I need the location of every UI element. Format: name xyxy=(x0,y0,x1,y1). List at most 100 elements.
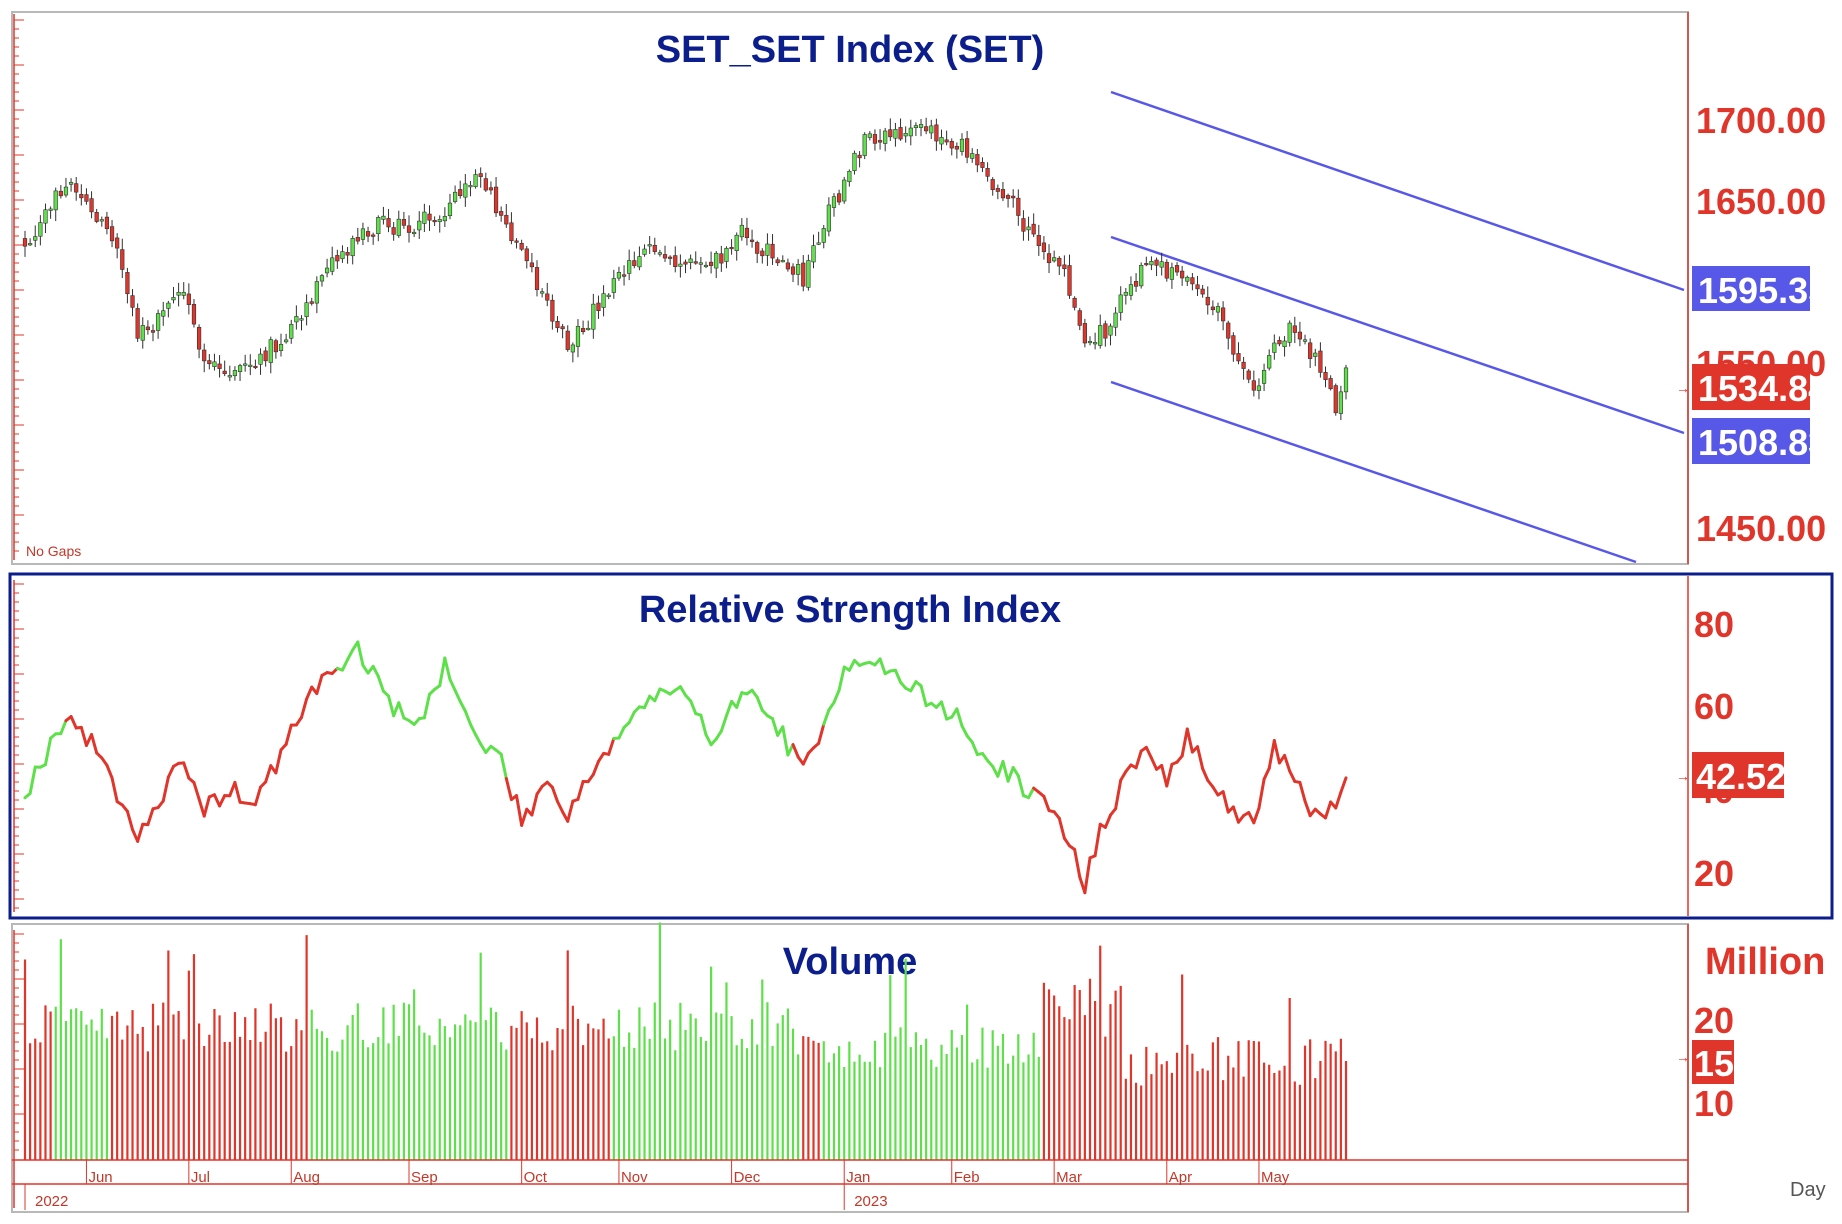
candle-body xyxy=(493,186,499,214)
candle-body xyxy=(801,262,806,287)
candle-body xyxy=(709,261,714,266)
candle xyxy=(831,193,837,217)
candle xyxy=(1282,336,1287,357)
candle-body xyxy=(253,365,258,369)
candle xyxy=(196,324,202,359)
price-channel-lines xyxy=(1110,90,1685,564)
candle xyxy=(683,259,688,274)
candle-body xyxy=(642,248,647,255)
candle-body xyxy=(345,252,350,256)
candle-body xyxy=(406,225,412,233)
candle-body xyxy=(1113,312,1118,328)
rsi-segment xyxy=(305,685,314,701)
price-tick-1450: 1450.00 xyxy=(1696,508,1826,549)
candle-body xyxy=(278,343,284,351)
candle-body xyxy=(1144,263,1149,266)
candle-body xyxy=(171,297,176,301)
month-label: Feb xyxy=(954,1169,980,1186)
candle xyxy=(632,251,637,269)
rsi-segment xyxy=(356,640,365,667)
rsi-segment xyxy=(453,688,462,703)
rsi-segment xyxy=(817,722,826,745)
rsi-segment xyxy=(1262,766,1271,781)
candle xyxy=(181,282,186,300)
candle xyxy=(422,203,427,233)
candle-body xyxy=(432,220,437,223)
candle xyxy=(703,261,709,269)
candle xyxy=(1338,385,1343,421)
candle-body xyxy=(903,133,908,137)
candle xyxy=(145,320,150,335)
candle-body xyxy=(1185,276,1190,282)
candle xyxy=(1251,370,1256,397)
candle xyxy=(724,246,729,269)
candle-body xyxy=(719,253,724,264)
candle xyxy=(156,309,161,339)
candle xyxy=(452,185,458,204)
price-tag-1534-bg xyxy=(1692,364,1810,410)
candle-body xyxy=(913,125,919,128)
candle xyxy=(760,248,765,264)
candle xyxy=(207,354,212,370)
candle-body xyxy=(447,202,453,217)
candle-body xyxy=(724,247,729,262)
candle xyxy=(79,184,84,206)
candle xyxy=(217,355,222,378)
candle-body xyxy=(995,188,1000,192)
candle-body xyxy=(637,256,642,268)
candle-body xyxy=(1210,306,1215,311)
candle-body xyxy=(683,261,688,265)
candle xyxy=(959,133,965,156)
candle-body xyxy=(412,231,417,235)
rsi-segment xyxy=(714,729,723,741)
candle xyxy=(519,239,524,252)
candle-body xyxy=(1118,294,1123,313)
rsi-segment xyxy=(566,799,575,823)
candle-body xyxy=(985,168,990,177)
candle-body xyxy=(38,222,43,237)
candle-body xyxy=(954,145,959,150)
rsi-segment xyxy=(218,794,227,808)
candle xyxy=(1226,320,1231,350)
rsi-segment xyxy=(182,761,191,780)
candle xyxy=(1149,256,1154,271)
candle-body xyxy=(232,370,238,377)
candle-body xyxy=(217,363,222,369)
price-tag-1508: 1508.83 xyxy=(1692,418,1828,464)
candle-body xyxy=(140,325,145,341)
candle-body xyxy=(120,249,125,270)
candle xyxy=(299,315,304,331)
candle-body xyxy=(1011,195,1016,199)
candle xyxy=(1021,210,1026,241)
candle xyxy=(934,118,939,151)
candle-body xyxy=(417,220,422,231)
candle xyxy=(616,266,622,281)
rsi-segment xyxy=(591,759,600,776)
rsi-segment xyxy=(468,722,478,737)
rsi-title: Relative Strength Index xyxy=(639,589,1061,631)
rsi-value-tag-bg xyxy=(1692,752,1784,798)
candle xyxy=(913,122,919,136)
candle xyxy=(53,187,58,222)
candle-body xyxy=(908,127,913,137)
candle xyxy=(714,251,719,279)
candle xyxy=(1000,181,1006,202)
rsi-segment xyxy=(735,691,744,709)
candle xyxy=(780,255,785,263)
rsi-segment xyxy=(346,648,355,662)
rsi-segment xyxy=(212,793,222,808)
candle-body xyxy=(924,126,929,132)
candle-body xyxy=(273,340,278,353)
volume-value-tag-bg xyxy=(1692,1040,1734,1084)
month-label: Apr xyxy=(1169,1169,1192,1186)
candle xyxy=(698,256,703,274)
candle-body xyxy=(289,323,294,339)
rsi-segment xyxy=(791,743,800,759)
candle xyxy=(555,316,560,333)
candle-body xyxy=(248,364,253,367)
rsi-segment xyxy=(1114,778,1123,811)
candle xyxy=(171,286,176,304)
month-axis: Jun Jul Aug Sep Oct Nov Dec Jan Feb Mar Apr May 2022… xyxy=(24,1160,1290,1210)
candle-body xyxy=(1164,261,1169,279)
